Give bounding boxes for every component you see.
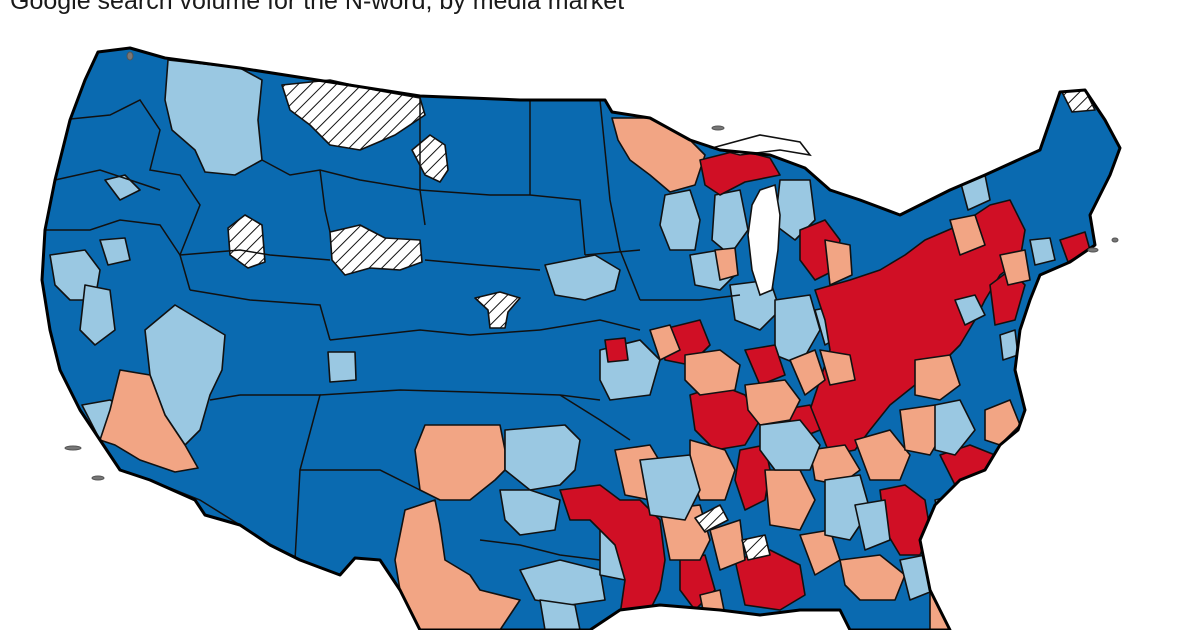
no-data-region xyxy=(227,214,266,269)
lake-superior xyxy=(708,134,812,157)
market-region xyxy=(954,294,986,326)
market-region xyxy=(744,379,801,426)
market-region xyxy=(327,351,357,383)
no-data-region xyxy=(474,291,521,329)
market-region xyxy=(559,484,666,616)
market-region xyxy=(999,329,1019,361)
island xyxy=(1111,237,1119,243)
market-region xyxy=(949,214,986,256)
market-region xyxy=(164,59,263,176)
island xyxy=(64,445,82,451)
market-region xyxy=(854,429,911,481)
market-region xyxy=(394,499,521,630)
market-region xyxy=(99,369,199,473)
market-region xyxy=(934,399,976,456)
market-region xyxy=(79,284,116,346)
market-region xyxy=(824,239,853,286)
great-lakes xyxy=(708,134,812,297)
no-data-region xyxy=(329,224,423,276)
market-region xyxy=(1029,237,1056,266)
market-region xyxy=(711,189,749,256)
market-region xyxy=(759,419,821,471)
no-data-region xyxy=(741,534,771,561)
market-region xyxy=(649,324,681,361)
market-region xyxy=(639,454,701,521)
market-region xyxy=(539,599,581,630)
market-region xyxy=(789,349,826,396)
market-region xyxy=(699,589,726,621)
island xyxy=(711,125,725,131)
island xyxy=(126,51,134,61)
market-region xyxy=(854,499,891,551)
market-region xyxy=(999,249,1031,286)
market-region xyxy=(99,237,131,266)
market-region xyxy=(684,349,741,396)
market-region xyxy=(519,559,606,606)
lake-michigan xyxy=(747,183,781,297)
market-region xyxy=(544,254,621,301)
island xyxy=(91,475,105,481)
media-market-regions xyxy=(49,59,1091,630)
market-region xyxy=(659,189,701,251)
market-region xyxy=(714,247,739,281)
island xyxy=(1087,247,1099,253)
no-data-region xyxy=(411,134,449,183)
no-data-markets xyxy=(227,79,1096,561)
market-region xyxy=(744,344,786,386)
market-region xyxy=(839,554,906,601)
market-region xyxy=(734,549,806,611)
market-region xyxy=(499,489,561,536)
market-region xyxy=(819,349,856,386)
map-title: Google search volume for the N-word, by … xyxy=(10,0,625,15)
market-borders xyxy=(45,98,741,561)
market-region xyxy=(414,424,506,501)
market-region xyxy=(914,354,961,401)
market-region xyxy=(504,424,581,491)
market-region xyxy=(709,519,746,571)
market-region xyxy=(604,337,629,363)
coastal-islands xyxy=(64,51,1119,481)
no-data-region xyxy=(694,504,729,533)
